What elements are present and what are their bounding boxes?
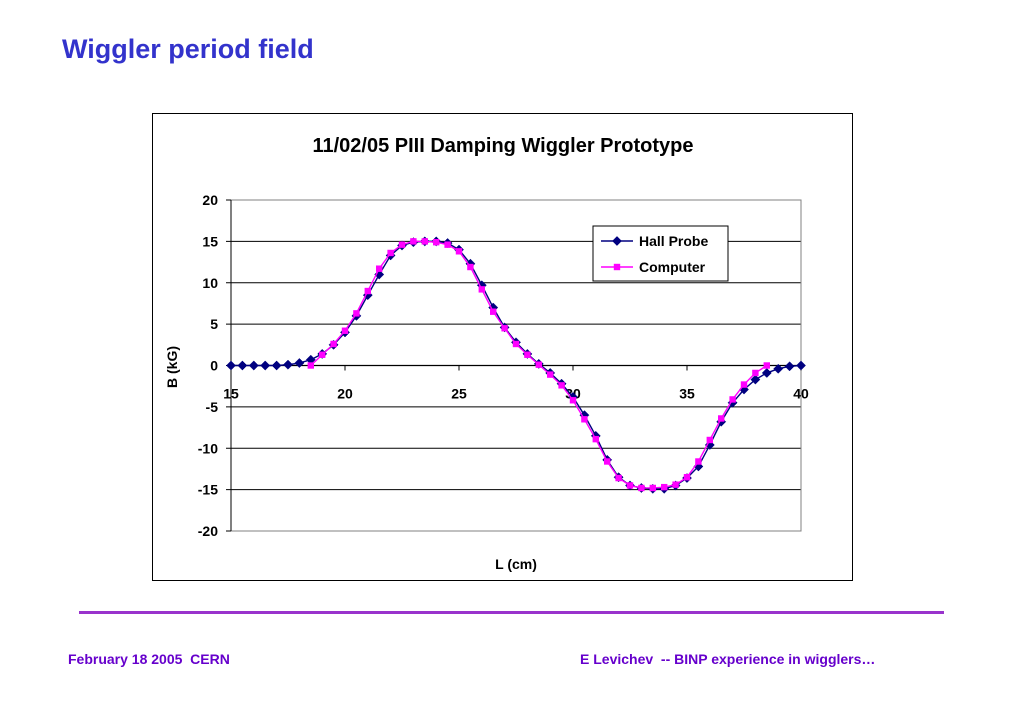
data-point bbox=[535, 361, 542, 368]
x-tick-label: 35 bbox=[679, 386, 695, 402]
data-point bbox=[796, 360, 806, 371]
legend-marker bbox=[613, 263, 621, 271]
data-point bbox=[226, 360, 236, 371]
data-point bbox=[283, 359, 293, 370]
x-tick-label: 20 bbox=[337, 386, 353, 402]
data-point bbox=[376, 265, 383, 272]
y-tick-label: 0 bbox=[210, 358, 218, 374]
data-point bbox=[524, 351, 531, 358]
x-tick-label: 15 bbox=[223, 386, 239, 402]
data-point bbox=[364, 287, 371, 295]
data-point bbox=[615, 474, 622, 482]
legend-label: Hall Probe bbox=[639, 233, 708, 249]
data-point bbox=[455, 248, 463, 255]
series-computer bbox=[307, 238, 770, 492]
data-point bbox=[353, 310, 360, 317]
data-point bbox=[237, 360, 248, 371]
data-point bbox=[569, 397, 577, 404]
y-tick-label: 5 bbox=[210, 316, 218, 332]
slide-title: Wiggler period field bbox=[62, 34, 314, 64]
footer-date-location: February 18 2005 CERN bbox=[68, 651, 230, 667]
data-point bbox=[581, 416, 588, 423]
y-tick-label: 10 bbox=[202, 275, 218, 291]
data-point bbox=[784, 361, 795, 372]
data-point bbox=[271, 360, 282, 371]
y-tick-label: -15 bbox=[198, 482, 218, 498]
data-point bbox=[763, 362, 770, 369]
chart: 11/02/05 PIII Damping Wiggler Prototype … bbox=[164, 135, 809, 572]
data-point bbox=[478, 286, 485, 293]
data-point bbox=[661, 483, 668, 491]
data-point bbox=[410, 238, 417, 245]
y-tick-label: -10 bbox=[198, 440, 218, 456]
data-point bbox=[558, 382, 565, 389]
x-tick-label: 25 bbox=[451, 386, 467, 402]
y-tick-label: 15 bbox=[202, 233, 218, 249]
footer-divider bbox=[79, 611, 944, 614]
y-axis-label: B (kG) bbox=[164, 346, 180, 388]
legend: Hall Probe Computer bbox=[592, 225, 729, 282]
data-point bbox=[512, 340, 520, 348]
data-point bbox=[341, 327, 349, 334]
data-point bbox=[307, 362, 314, 369]
footer-author-talk: E Levichev -- BINP experience in wiggler… bbox=[580, 651, 876, 667]
data-point bbox=[330, 340, 337, 348]
data-point bbox=[294, 358, 305, 368]
data-point bbox=[260, 360, 271, 371]
series-layer bbox=[226, 236, 806, 494]
data-point bbox=[740, 381, 748, 388]
data-point bbox=[672, 481, 679, 488]
data-point bbox=[683, 474, 691, 481]
x-tick-label: 40 bbox=[793, 386, 809, 402]
data-point bbox=[729, 396, 736, 403]
data-point bbox=[248, 360, 259, 371]
data-point bbox=[444, 241, 451, 248]
legend-box bbox=[592, 225, 729, 282]
legend-marker bbox=[612, 236, 622, 246]
y-tick-label: -5 bbox=[206, 399, 219, 415]
legend-item: Computer bbox=[601, 259, 706, 275]
x-axis-label: L (cm) bbox=[495, 556, 537, 572]
data-point bbox=[752, 369, 759, 377]
data-point bbox=[695, 458, 702, 465]
data-point bbox=[501, 325, 508, 332]
chart-title: 11/02/05 PIII Damping Wiggler Prototype bbox=[312, 135, 693, 157]
data-point bbox=[387, 249, 394, 257]
y-tick-label: 20 bbox=[202, 192, 218, 208]
data-point bbox=[592, 435, 599, 443]
data-point bbox=[490, 308, 497, 315]
data-point bbox=[706, 436, 713, 444]
legend-item: Hall Probe bbox=[601, 233, 708, 249]
data-point bbox=[398, 241, 406, 248]
y-tick-label: -20 bbox=[198, 523, 218, 539]
data-point bbox=[750, 374, 761, 385]
legend-label: Computer bbox=[639, 259, 706, 275]
data-point bbox=[718, 415, 725, 422]
data-point bbox=[649, 484, 656, 492]
data-point bbox=[761, 367, 772, 378]
data-point bbox=[319, 351, 326, 358]
data-point bbox=[773, 363, 784, 374]
data-point bbox=[626, 482, 634, 489]
chart-frame: 11/02/05 PIII Damping Wiggler Prototype … bbox=[152, 113, 853, 581]
data-point bbox=[547, 371, 554, 378]
data-point bbox=[421, 238, 428, 245]
data-point bbox=[604, 458, 611, 465]
data-point bbox=[638, 484, 645, 492]
data-point bbox=[467, 263, 474, 271]
data-point bbox=[433, 239, 440, 246]
